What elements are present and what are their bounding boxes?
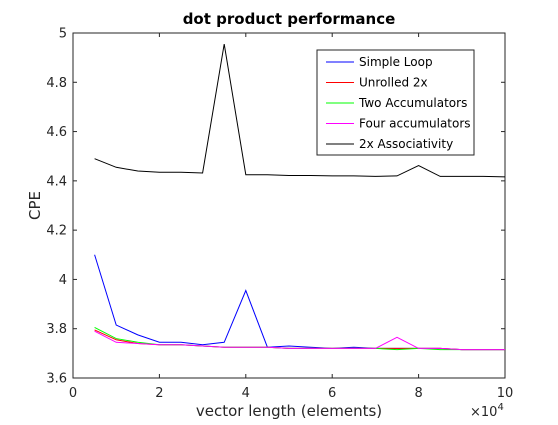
legend-label-two-accumulators: Two Accumulators	[358, 96, 467, 110]
x-axis-title: vector length (elements)	[196, 402, 382, 420]
y-tick-label: 3.6	[46, 372, 67, 387]
chart-title: dot product performance	[183, 10, 396, 28]
y-axis-title: CPE	[26, 191, 44, 220]
legend-label-four-accumulators: Four accumulators	[359, 117, 471, 131]
x-tick-label: 8	[414, 386, 422, 401]
y-tick-label: 4.8	[46, 76, 67, 91]
y-tick-label: 4.6	[46, 125, 67, 140]
x-tick-label: 4	[242, 386, 250, 401]
x-axis-exponent-power: 4	[497, 402, 503, 413]
y-tick-label: 3.8	[46, 322, 67, 337]
legend-label-2x-associativity: 2x Associativity	[359, 137, 453, 151]
x-axis-exponent-base: ×10	[470, 405, 497, 420]
y-tick-label: 4.4	[46, 174, 67, 189]
y-tick-label: 4	[59, 273, 67, 288]
y-tick-label: 4.2	[46, 224, 67, 239]
x-tick-label: 6	[328, 386, 336, 401]
x-tick-label: 2	[155, 386, 163, 401]
legend-label-unrolled-2x: Unrolled 2x	[359, 76, 428, 90]
x-tick-label: 10	[497, 386, 514, 401]
x-tick-label: 0	[69, 386, 77, 401]
y-tick-label: 5	[59, 27, 67, 42]
legend: Simple Loop Unrolled 2x Two Accumulators Fo…	[317, 50, 474, 155]
legend-label-simple-loop: Simple Loop	[359, 55, 433, 69]
